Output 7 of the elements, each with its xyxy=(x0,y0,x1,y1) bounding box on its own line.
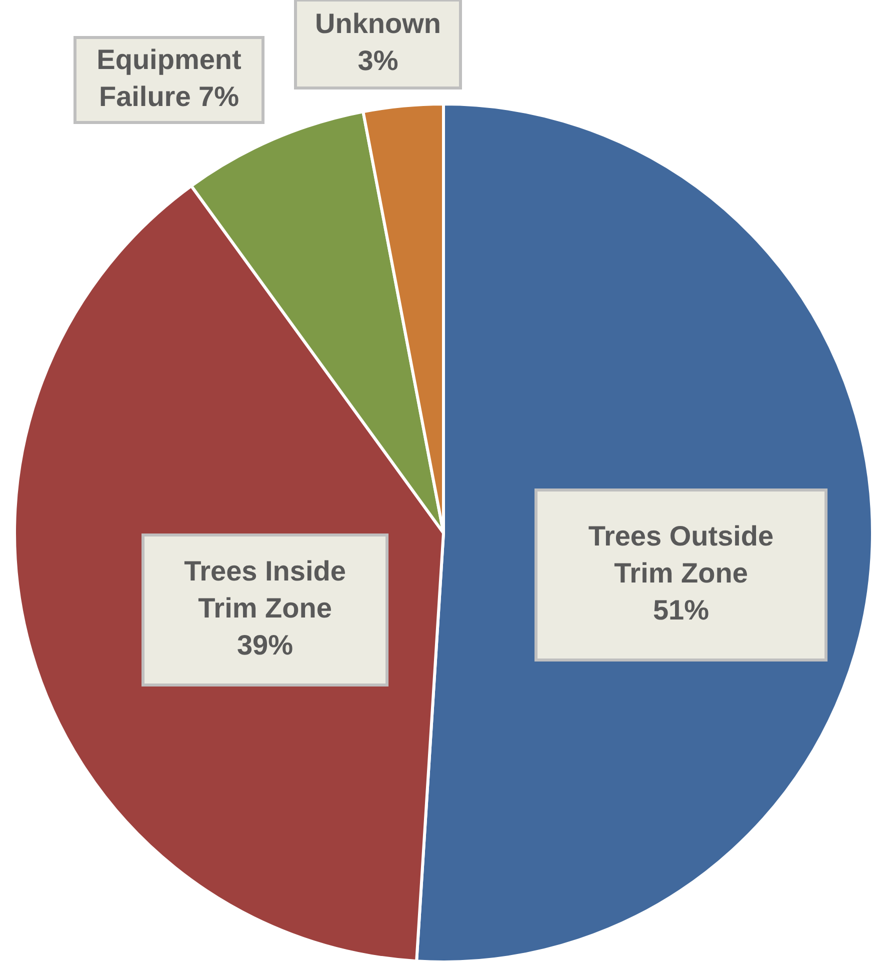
slice-label: Unknown xyxy=(315,8,441,40)
slice-label: Equipment Failure 7% xyxy=(96,44,242,112)
data-label: 51% xyxy=(652,594,710,626)
data-label: 3% xyxy=(358,45,398,76)
slice-label: Trees Outside Trim Zone xyxy=(588,520,774,589)
data-label: 39% xyxy=(236,630,294,661)
slice-label: Trees Inside Trim Zone xyxy=(184,556,346,624)
